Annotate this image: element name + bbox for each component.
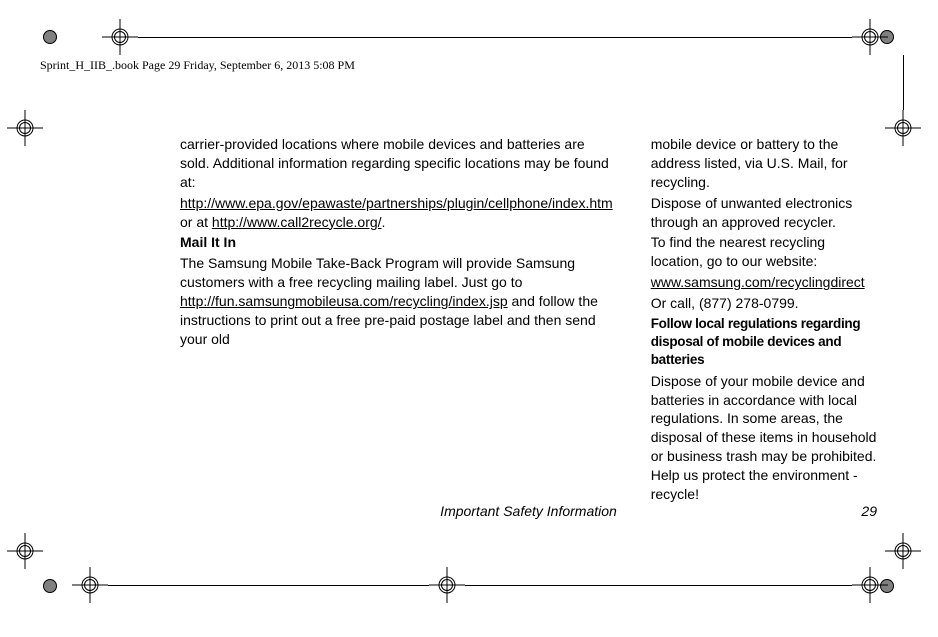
registration-mark-icon	[852, 19, 888, 55]
registration-mark-icon	[852, 567, 888, 603]
para-mail-address: mobile device or battery to the address …	[651, 135, 877, 192]
para-dispose-approved: Dispose of unwanted electronics through …	[651, 194, 877, 232]
epa-link: http://www.epa.gov/epawaste/partnerships…	[180, 195, 613, 211]
samsung-direct-link: www.samsung.com/recyclingdirect	[651, 273, 877, 292]
body-text: carrier-provided locations where mobile …	[180, 135, 877, 506]
right-column: mobile device or battery to the address …	[651, 135, 877, 506]
link-sep: or at	[180, 214, 212, 230]
period: .	[382, 214, 386, 230]
mail-it-in-heading: Mail It In	[180, 233, 613, 252]
bottom-rule-right	[465, 585, 852, 586]
registration-mark-icon	[885, 110, 921, 146]
registration-mark-icon	[429, 567, 465, 603]
registration-dot-icon	[43, 579, 57, 593]
samsung-recycle-link: http://fun.samsungmobileusa.com/recyclin…	[180, 293, 508, 309]
registration-dot-icon	[43, 30, 57, 44]
top-rule	[138, 37, 852, 38]
page-header-metadata: Sprint_H_IIB_.book Page 29 Friday, Septe…	[40, 58, 355, 73]
registration-mark-icon	[102, 19, 138, 55]
registration-mark-icon	[885, 533, 921, 569]
registration-mark-icon	[7, 533, 43, 569]
takeback-text-a: The Samsung Mobile Take-Back Program wil…	[180, 255, 575, 290]
follow-local-heading: Follow local regulations regarding dispo…	[651, 315, 877, 370]
page-footer: Important Safety Information 29	[180, 503, 877, 519]
footer-title: Important Safety Information	[440, 503, 617, 519]
right-vert-rule-top	[903, 55, 904, 110]
para-links: http://www.epa.gov/epawaste/partnerships…	[180, 194, 613, 232]
para-carrier-locations: carrier-provided locations where mobile …	[180, 135, 613, 192]
bottom-rule-left	[108, 585, 429, 586]
para-phone: Or call, (877) 278-0799.	[651, 294, 877, 313]
registration-mark-icon	[7, 110, 43, 146]
call2recycle-link: http://www.call2recycle.org/	[212, 214, 382, 230]
registration-mark-icon	[72, 567, 108, 603]
page-number: 29	[861, 503, 877, 519]
left-column: carrier-provided locations where mobile …	[180, 135, 613, 506]
para-find-nearest: To find the nearest recycling location, …	[651, 233, 877, 271]
para-takeback: The Samsung Mobile Take-Back Program wil…	[180, 254, 613, 348]
para-local-regs: Dispose of your mobile device and batter…	[651, 372, 877, 504]
